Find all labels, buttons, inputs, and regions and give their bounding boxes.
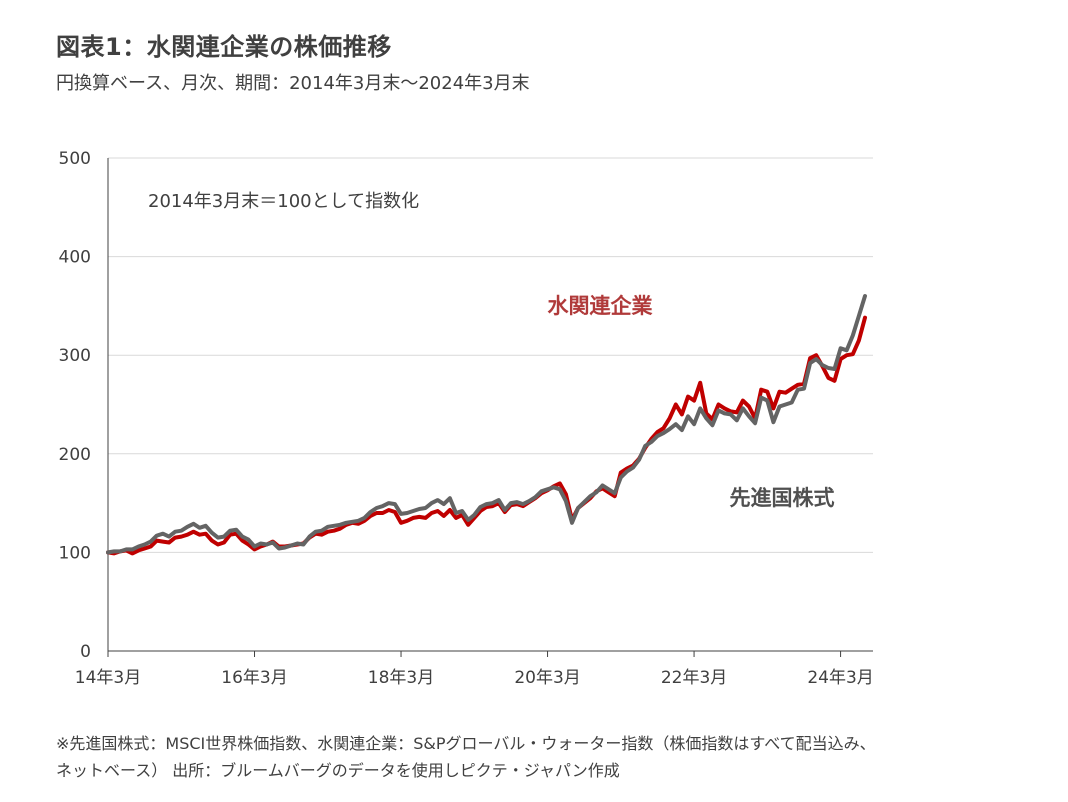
footnote-line-2: ネットベース） 出所：ブルームバーグのデータを使用しピクテ・ジャパン作成 <box>56 761 620 780</box>
x-tick-label: 24年3月 <box>807 668 873 688</box>
y-tick-label: 300 <box>59 346 91 366</box>
y-tick-label: 0 <box>80 642 91 662</box>
line-chart: 0 100 200 300 400 500 14年3月 16年3月 18年3月 20年3月 22年3… <box>59 149 874 688</box>
y-tick-label: 400 <box>59 248 91 268</box>
chart-title: 図表1：水関連企業の株価推移 <box>56 33 392 61</box>
footnote: ※先進国株式：MSCI世界株価指数、水関連企業：S&Pグローバル・ウォーター指数… <box>56 730 1046 784</box>
y-tick-label: 100 <box>59 543 91 563</box>
chart-subtitle: 円換算ベース、月次、期間：2014年3月末～2024年3月末 <box>56 73 530 94</box>
x-tick-label: 18年3月 <box>368 668 434 688</box>
x-tick-label: 14年3月 <box>75 668 141 688</box>
series-label: 先進国株式 <box>730 486 835 510</box>
series-label: 水関連企業 <box>548 294 654 318</box>
y-tick-label: 200 <box>59 445 91 465</box>
footnote-line-1: ※先進国株式：MSCI世界株価指数、水関連企業：S&Pグローバル・ウォーター指数… <box>56 734 876 753</box>
y-tick-label: 500 <box>59 149 91 169</box>
chart-annotation: 2014年3月末＝100として指数化 <box>148 191 419 212</box>
series-line <box>106 294 867 555</box>
x-tick-label: 16年3月 <box>221 668 287 688</box>
x-tick-label: 20年3月 <box>514 668 580 688</box>
series-line <box>106 315 867 556</box>
x-tick-label: 22年3月 <box>661 668 727 688</box>
